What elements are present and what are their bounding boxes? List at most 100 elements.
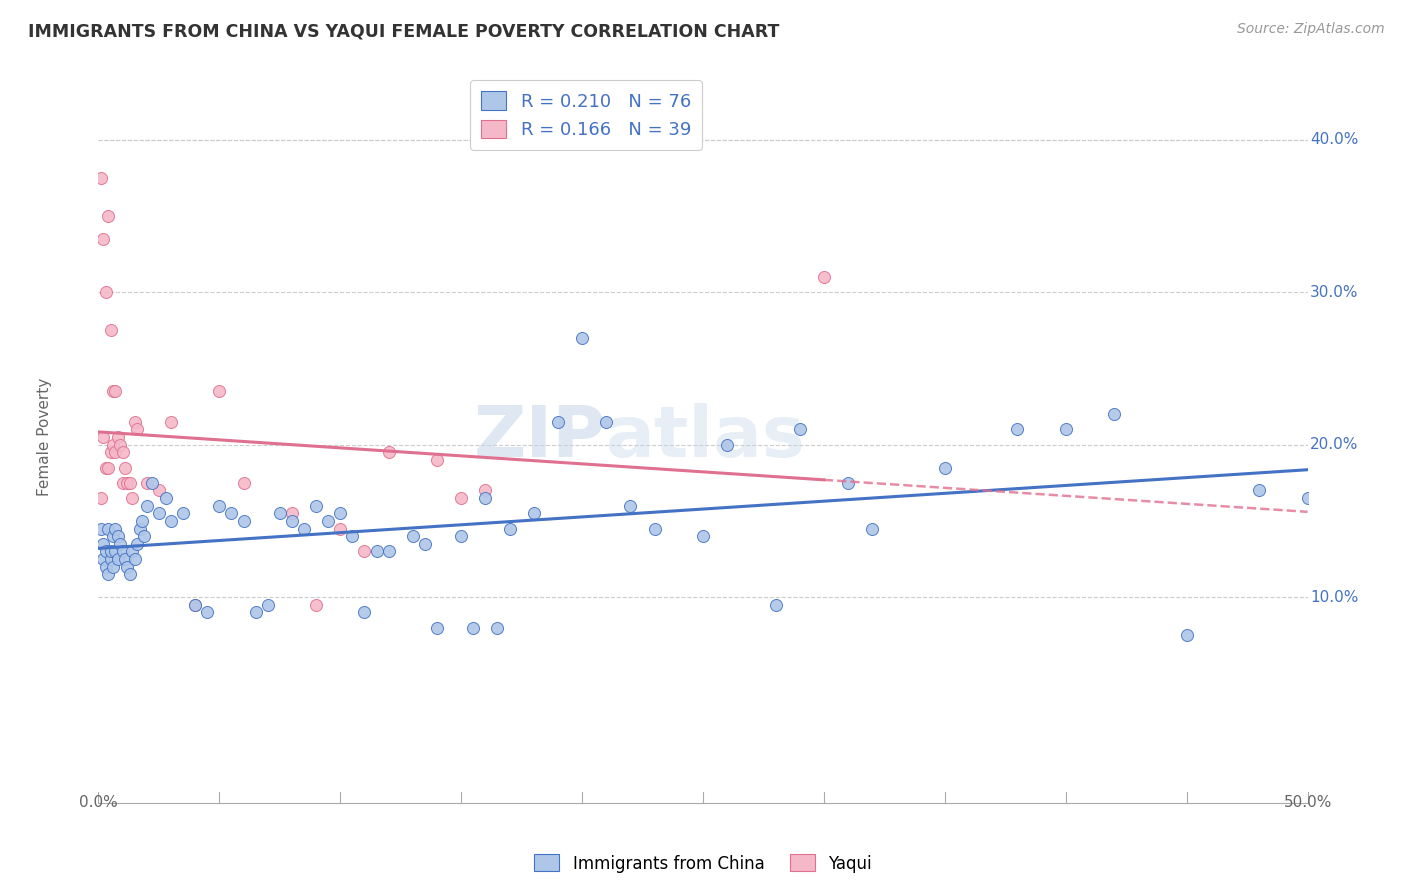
Point xyxy=(813,270,835,285)
Point xyxy=(281,514,304,528)
Point xyxy=(90,521,112,535)
Point xyxy=(111,475,134,490)
Point xyxy=(104,384,127,399)
Text: atlas: atlas xyxy=(606,402,806,472)
Point xyxy=(366,544,388,558)
Point xyxy=(1054,422,1077,436)
Point xyxy=(94,460,117,475)
Point xyxy=(486,621,509,635)
Point xyxy=(644,521,666,535)
Point xyxy=(97,521,120,535)
Point xyxy=(426,621,449,635)
Point xyxy=(353,605,375,619)
Point xyxy=(316,514,339,528)
Point xyxy=(474,483,496,498)
Text: 50.0%: 50.0% xyxy=(1284,795,1331,810)
Point xyxy=(692,529,714,543)
Point xyxy=(269,506,291,520)
Point xyxy=(104,445,127,459)
Point xyxy=(155,491,177,505)
Point xyxy=(474,491,496,505)
Point xyxy=(121,544,143,558)
Point xyxy=(124,552,146,566)
Point xyxy=(463,621,485,635)
Point xyxy=(377,445,399,459)
Point xyxy=(450,529,472,543)
Point xyxy=(148,506,170,520)
Point xyxy=(148,483,170,498)
Point xyxy=(305,598,328,612)
Point xyxy=(111,445,134,459)
Point xyxy=(90,171,112,186)
Text: 40.0%: 40.0% xyxy=(1310,132,1358,147)
Text: 10.0%: 10.0% xyxy=(1310,590,1358,605)
Point xyxy=(221,506,243,520)
Point xyxy=(121,491,143,505)
Point xyxy=(117,559,139,574)
Legend: R = 0.210   N = 76, R = 0.166   N = 39: R = 0.210 N = 76, R = 0.166 N = 39 xyxy=(470,80,702,150)
Point xyxy=(107,529,129,543)
Point xyxy=(172,506,194,520)
Point xyxy=(127,422,149,436)
Point xyxy=(281,506,304,520)
Point xyxy=(377,544,399,558)
Point xyxy=(94,544,117,558)
Point xyxy=(402,529,425,543)
Text: Female Poverty: Female Poverty xyxy=(37,378,52,496)
Text: 30.0%: 30.0% xyxy=(1310,285,1358,300)
Point xyxy=(100,323,122,337)
Point xyxy=(184,598,207,612)
Point xyxy=(342,529,364,543)
Point xyxy=(91,537,114,551)
Point xyxy=(184,598,207,612)
Point xyxy=(107,430,129,444)
Point xyxy=(94,285,117,300)
Text: 20.0%: 20.0% xyxy=(1310,437,1358,452)
Point xyxy=(114,552,136,566)
Point xyxy=(108,438,131,452)
Point xyxy=(1175,628,1198,642)
Point xyxy=(117,475,139,490)
Point xyxy=(114,460,136,475)
Point xyxy=(97,460,120,475)
Point xyxy=(1249,483,1271,498)
Point xyxy=(91,232,114,246)
Point xyxy=(100,552,122,566)
Point xyxy=(1102,407,1125,421)
Point xyxy=(134,529,156,543)
Point xyxy=(135,475,157,490)
Point xyxy=(208,499,231,513)
Point xyxy=(292,521,315,535)
Point xyxy=(100,544,122,558)
Point xyxy=(90,491,112,505)
Point xyxy=(789,422,811,436)
Point xyxy=(245,605,267,619)
Point xyxy=(426,453,449,467)
Point xyxy=(595,415,617,429)
Point xyxy=(111,544,134,558)
Point xyxy=(329,506,352,520)
Point xyxy=(104,544,127,558)
Point xyxy=(108,537,131,551)
Point xyxy=(91,552,114,566)
Point xyxy=(571,331,593,345)
Legend: Immigrants from China, Yaqui: Immigrants from China, Yaqui xyxy=(527,847,879,880)
Point xyxy=(135,499,157,513)
Point xyxy=(127,537,149,551)
Point xyxy=(160,415,183,429)
Text: 0.0%: 0.0% xyxy=(79,795,118,810)
Point xyxy=(100,445,122,459)
Point xyxy=(934,460,956,475)
Point xyxy=(195,605,218,619)
Point xyxy=(716,438,738,452)
Point xyxy=(547,415,569,429)
Point xyxy=(101,384,124,399)
Point xyxy=(256,598,278,612)
Point xyxy=(131,514,153,528)
Text: IMMIGRANTS FROM CHINA VS YAQUI FEMALE POVERTY CORRELATION CHART: IMMIGRANTS FROM CHINA VS YAQUI FEMALE PO… xyxy=(28,22,779,40)
Point xyxy=(305,499,328,513)
Point xyxy=(232,514,254,528)
Point xyxy=(413,537,436,551)
Point xyxy=(118,475,141,490)
Point xyxy=(141,475,163,490)
